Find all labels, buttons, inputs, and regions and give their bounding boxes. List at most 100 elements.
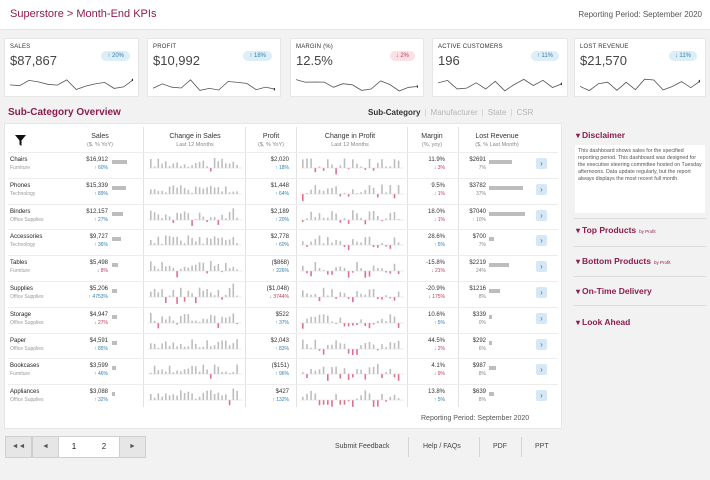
change-bar (306, 245, 308, 248)
change-bar (393, 263, 396, 272)
submit-feedback-link[interactable]: Submit Feedback (335, 443, 390, 450)
disclaimer-title: Disclaimer (582, 130, 626, 140)
first-page-button[interactable]: ◄◄ (5, 436, 32, 458)
col-header-change-profit[interactable]: Change in Profit Last 12 Months (300, 132, 400, 150)
change-bar (306, 374, 308, 379)
change-bar (335, 267, 337, 272)
row-detail-button[interactable]: › (536, 287, 547, 298)
change-bar (183, 164, 186, 168)
sidebar-item-bottom-products[interactable]: ▾ Bottom Products by Profit (576, 256, 670, 266)
help-faqs-link[interactable]: Help / FAQs (423, 443, 461, 450)
change-bar (183, 313, 186, 323)
kpi-sparkline-endpoint (273, 87, 275, 91)
row-profit: ($1,048) (266, 286, 289, 292)
change-bar (176, 322, 178, 325)
tab-manufacturer[interactable]: Manufacturer (430, 108, 478, 117)
page-2-button[interactable]: 2 (89, 436, 119, 458)
row-category: Furniture (10, 268, 31, 275)
row-sales-change: ↓ 8% (96, 268, 108, 275)
filter-icon[interactable] (15, 135, 26, 146)
change-bar (331, 400, 333, 407)
ppt-link[interactable]: PPT (535, 443, 549, 450)
change-bar (331, 187, 333, 194)
change-bar (157, 322, 160, 329)
row-detail-button[interactable]: › (536, 209, 547, 221)
change-bar (183, 187, 186, 194)
change-bar (157, 213, 160, 220)
row-detail-button[interactable]: › (536, 261, 547, 273)
change-bar (180, 315, 182, 323)
change-bar (168, 165, 171, 168)
next-page-button[interactable]: ► (119, 436, 146, 458)
change-bar (381, 374, 383, 379)
kpi-card[interactable]: MARGIN (%) 12.5% ↓ 2% (290, 38, 424, 97)
col-header-change-sales[interactable]: Change in Sales Last 12 Months (150, 132, 240, 150)
change-bar (339, 317, 342, 323)
kpi-card[interactable]: LOST REVENUE $21,570 ↓ 11% (574, 38, 706, 97)
tab-sub-category[interactable]: Sub-Category (368, 108, 421, 117)
row-detail-button[interactable]: › (536, 312, 547, 324)
change-bar (210, 345, 212, 349)
row-profit: $1,448 (270, 182, 289, 189)
change-bar (176, 212, 178, 220)
col-header-profit[interactable]: Profit ($, % YoY) (250, 132, 292, 150)
tab-state[interactable]: State (487, 108, 507, 117)
change-bar (360, 268, 362, 272)
row-detail-button[interactable]: › (536, 183, 547, 195)
disclaimer-toggle[interactable]: ▾ Disclaimer (576, 130, 625, 140)
change-bar (195, 186, 197, 194)
change-bar (221, 339, 223, 349)
lost-mini-bar (489, 263, 509, 268)
lost-mini-bar (489, 314, 492, 319)
col-header-lost-revenue[interactable]: Lost Revenue ($, % Last Month) (462, 132, 532, 150)
change-in-profit-sparkbars (300, 184, 404, 201)
row-detail-button[interactable]: › (536, 235, 547, 247)
row-detail-button[interactable]: › (536, 158, 547, 169)
change-bar (168, 366, 171, 375)
change-bar (393, 316, 396, 323)
col-header-sales[interactable]: Sales ($, % YoY) (80, 132, 120, 150)
chevron-down-icon: ▾ (576, 287, 581, 296)
kpi-card[interactable]: SALES $87,867 ↑ 20% (4, 38, 139, 97)
row-margin-change: ↑ 5% (433, 242, 445, 249)
change-bar (377, 245, 379, 249)
kpi-card[interactable]: ACTIVE CUSTOMERS 196 ↑ 11% (432, 38, 568, 97)
change-bar (168, 236, 171, 246)
change-bar (360, 191, 362, 194)
row-detail-button[interactable]: › (536, 338, 547, 350)
page-1-button[interactable]: 1 (59, 436, 89, 458)
pdf-link[interactable]: PDF (493, 443, 507, 450)
change-bar (221, 214, 223, 220)
sidebar-item-on-time-delivery[interactable]: ▾ On-Time Delivery (576, 286, 652, 296)
change-bar (381, 318, 383, 323)
change-bar (202, 365, 205, 375)
change-bar (327, 217, 329, 220)
change-bar (157, 190, 160, 194)
change-bar (314, 316, 317, 323)
sidebar-item-look-ahead[interactable]: ▾ Look Ahead (576, 317, 630, 327)
change-bar (364, 294, 367, 297)
change-bar (183, 243, 186, 246)
change-bar (210, 238, 212, 246)
col-header-margin[interactable]: Margin (%, yoy) (410, 132, 454, 150)
kpi-label: MARGIN (%) (296, 44, 333, 50)
row-detail-button[interactable]: › (536, 390, 547, 402)
change-bar (360, 293, 362, 297)
prev-page-button[interactable]: ◄ (32, 436, 59, 458)
change-bar (176, 187, 178, 194)
row-sales: $5,206 (89, 286, 108, 292)
sidebar-item-top-products[interactable]: ▾ Top Products by Profit (576, 225, 656, 235)
change-bar (153, 166, 156, 168)
change-bar (347, 322, 350, 327)
change-bar (327, 295, 329, 297)
kpi-card[interactable]: PROFIT $10,992 ↑ 18% (147, 38, 281, 97)
row-detail-button[interactable]: › (536, 364, 547, 376)
col-header-change-profit-label: Change in Profit (324, 133, 376, 140)
change-bar (195, 218, 197, 220)
change-bar (310, 294, 312, 297)
change-bar (331, 271, 333, 275)
tab-csr[interactable]: CSR (516, 108, 534, 117)
change-bar (232, 388, 235, 401)
row-profit-change: ↑ 132% (272, 397, 289, 404)
change-bar (314, 339, 317, 349)
